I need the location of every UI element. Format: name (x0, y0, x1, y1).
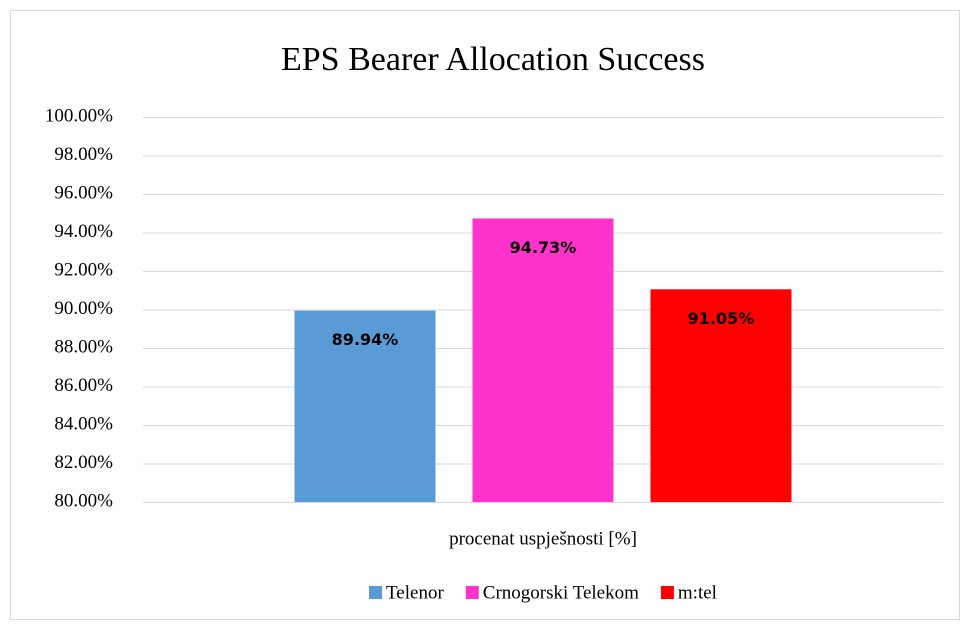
y-tick-label: 92.00% (54, 259, 113, 280)
value-label: 89.94% (332, 330, 399, 349)
value-label: 94.73% (510, 238, 577, 257)
legend-swatch (660, 586, 674, 599)
bar (294, 310, 436, 502)
legend-swatch (465, 586, 479, 599)
y-tick-label: 96.00% (54, 182, 113, 203)
y-tick-label: 98.00% (54, 144, 113, 165)
chart-title: EPS Bearer Allocation Success (281, 41, 705, 78)
value-label: 91.05% (688, 309, 755, 328)
legend-label: Crnogorski Telekom (483, 582, 639, 603)
legend-label: m:tel (678, 582, 717, 603)
y-tick-label: 100.00% (45, 105, 113, 126)
y-tick-label: 90.00% (54, 298, 113, 319)
y-tick-label: 86.00% (54, 375, 113, 396)
x-tick-label: procenat uspješnosti [%] (449, 528, 637, 549)
y-tick-label: 94.00% (54, 221, 113, 242)
bar (472, 218, 614, 502)
legend-label: Telenor (386, 582, 444, 603)
y-tick-label: 88.00% (54, 336, 113, 357)
legend-swatch (369, 586, 383, 599)
bar (650, 289, 792, 502)
y-tick-label: 80.00% (54, 490, 113, 511)
y-tick-label: 84.00% (54, 413, 113, 434)
y-tick-label: 82.00% (54, 452, 113, 473)
